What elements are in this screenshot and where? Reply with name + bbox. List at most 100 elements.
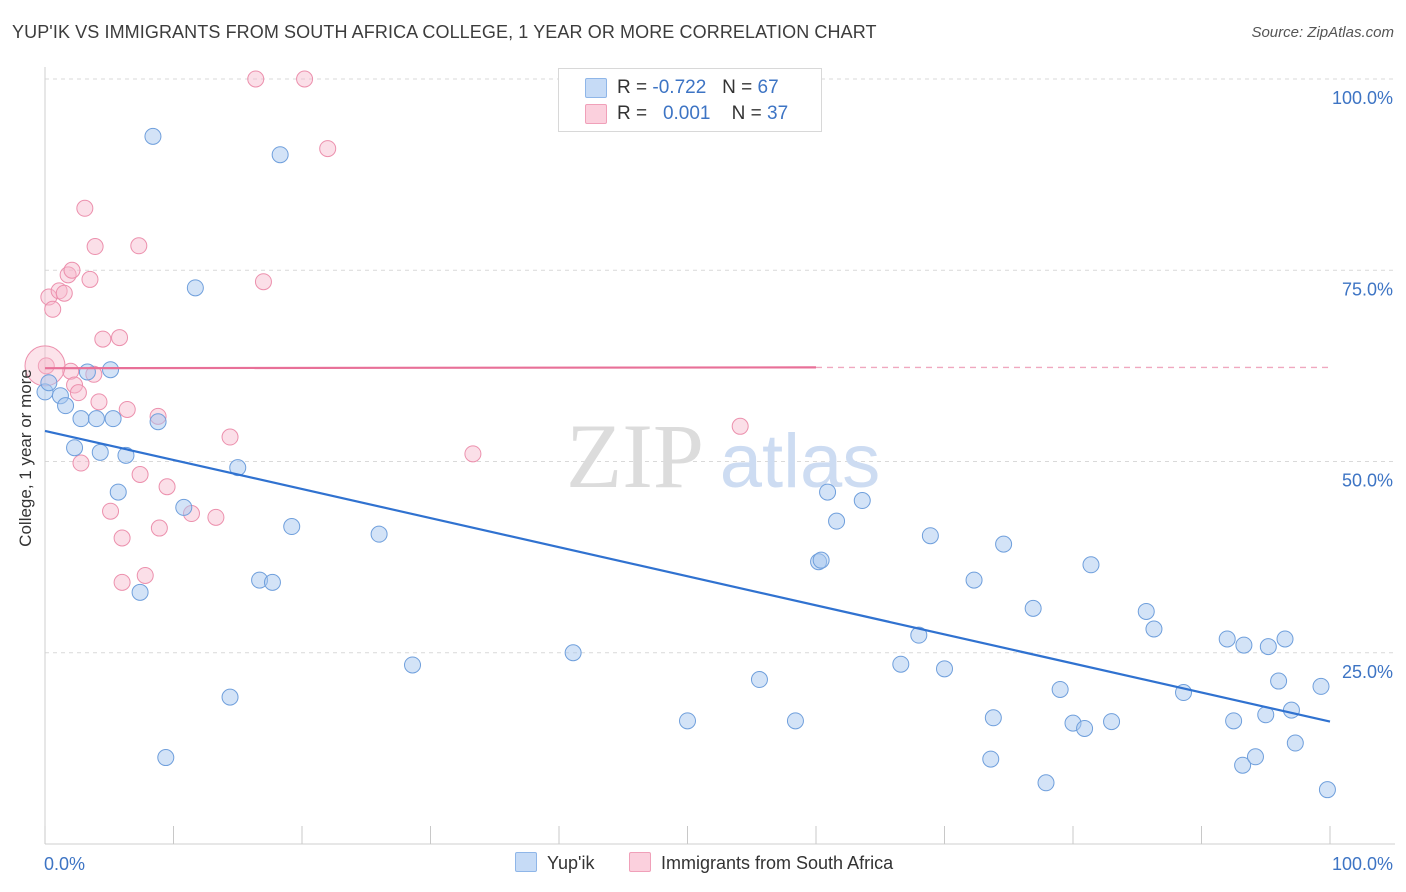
point-immigrants [72, 454, 90, 472]
point-yupik [786, 712, 804, 730]
legend-n-value: 37 [767, 103, 789, 124]
y-tick-label: 100.0% [1332, 88, 1393, 108]
x-tick-label-min: 0.0% [44, 854, 85, 874]
point-yupik [57, 397, 75, 415]
point-immigrants [731, 417, 749, 435]
point-yupik [1246, 748, 1264, 766]
point-yupik [404, 656, 422, 674]
bottom-legend-immigrants-label: Immigrants from South Africa [661, 853, 894, 873]
source-label: Source: ZipAtlas.com [1251, 24, 1394, 41]
point-immigrants [102, 502, 120, 520]
point-yupik [144, 127, 162, 145]
point-yupik [102, 361, 120, 379]
point-yupik [131, 583, 149, 601]
point-yupik [66, 439, 84, 457]
chart-title: YUP'IK VS IMMIGRANTS FROM SOUTH AFRICA C… [12, 22, 877, 42]
series-immigrants-points [24, 70, 749, 591]
point-yupik [1234, 756, 1252, 774]
point-immigrants [113, 529, 131, 547]
y-tick-label: 25.0% [1342, 662, 1393, 682]
legend-r-value: 0.001 [662, 103, 711, 124]
point-immigrants [464, 445, 482, 463]
point-yupik [921, 527, 939, 545]
point-yupik [936, 660, 953, 678]
point-yupik [78, 363, 96, 381]
bottom-legend-yupik-label: Yup'ik [547, 853, 595, 873]
correlation-legend: R = -0.722 N = 67 R = 0.001 N = 37 [558, 68, 822, 132]
point-immigrants [44, 300, 62, 318]
trend-line-yupik [44, 429, 1331, 723]
tick-labels: 25.0% 50.0% 75.0% 100.0% 0.0% 100.0% [44, 88, 1393, 874]
point-yupik [679, 712, 696, 730]
point-yupik [1286, 734, 1304, 752]
point-yupik [819, 483, 837, 501]
trend-line-immigrants [44, 366, 817, 370]
point-immigrants [90, 393, 108, 411]
point-yupik [221, 688, 239, 706]
point-yupik [1051, 680, 1069, 698]
point-yupik [1076, 719, 1094, 737]
bottom-swatch-immigrants [629, 852, 651, 872]
point-yupik [1137, 602, 1155, 620]
legend-n-label: N = [731, 103, 762, 124]
watermark-zip: ZIP [566, 405, 704, 507]
point-yupik [271, 146, 289, 164]
trend-lines [44, 366, 1331, 723]
point-immigrants [158, 478, 176, 496]
y-axis-label: College, 1 year or more [16, 369, 35, 547]
point-yupik [910, 626, 928, 644]
point-immigrants [296, 70, 314, 88]
point-yupik [1259, 638, 1277, 656]
point-immigrants [37, 357, 55, 375]
legend-swatch-immigrants [585, 104, 607, 124]
point-immigrants [69, 384, 87, 402]
bottom-legend-yupik: Yup'ik [515, 852, 594, 874]
point-immigrants [86, 238, 104, 256]
point-yupik [982, 750, 1000, 768]
y-tick-label: 50.0% [1342, 471, 1393, 491]
point-immigrants [136, 566, 154, 584]
legend-r-value: -0.722 [652, 77, 707, 98]
point-yupik [984, 709, 1002, 727]
point-yupik [1218, 630, 1236, 648]
point-yupik [853, 492, 871, 510]
point-yupik [1276, 630, 1294, 648]
point-yupik [157, 749, 175, 767]
point-yupik [965, 571, 983, 589]
point-immigrants [76, 199, 94, 217]
point-immigrants [150, 519, 168, 537]
watermark-atlas: atlas [720, 419, 881, 504]
legend-swatch-yupik [585, 78, 607, 98]
point-yupik [1145, 620, 1163, 638]
point-yupik [186, 279, 204, 297]
point-immigrants [254, 273, 272, 291]
point-immigrants [111, 329, 129, 347]
point-yupik [175, 498, 193, 516]
bottom-swatch-yupik [515, 852, 537, 872]
point-immigrants [113, 573, 131, 591]
point-yupik [1282, 701, 1300, 719]
point-yupik [283, 518, 301, 536]
point-immigrants [207, 508, 225, 526]
point-yupik [109, 483, 127, 501]
point-yupik [263, 573, 281, 591]
point-immigrants [63, 261, 81, 279]
point-yupik [1312, 677, 1330, 695]
point-yupik [1024, 599, 1042, 617]
watermark: ZIP atlas [566, 405, 880, 507]
point-yupik [1082, 556, 1100, 574]
point-yupik [1318, 781, 1336, 799]
legend-n-label: N = [722, 77, 753, 98]
point-yupik [750, 671, 768, 689]
point-immigrants [81, 270, 99, 288]
point-yupik [1225, 712, 1243, 730]
axes [44, 67, 1395, 845]
series-yupik-points [36, 127, 1336, 799]
point-immigrants [94, 330, 112, 348]
point-immigrants [118, 400, 136, 418]
point-yupik [117, 446, 135, 464]
point-immigrants [66, 376, 84, 394]
bottom-legend-immigrants: Immigrants from South Africa [629, 852, 893, 874]
point-yupik [1270, 672, 1288, 690]
point-immigrants [319, 140, 337, 158]
